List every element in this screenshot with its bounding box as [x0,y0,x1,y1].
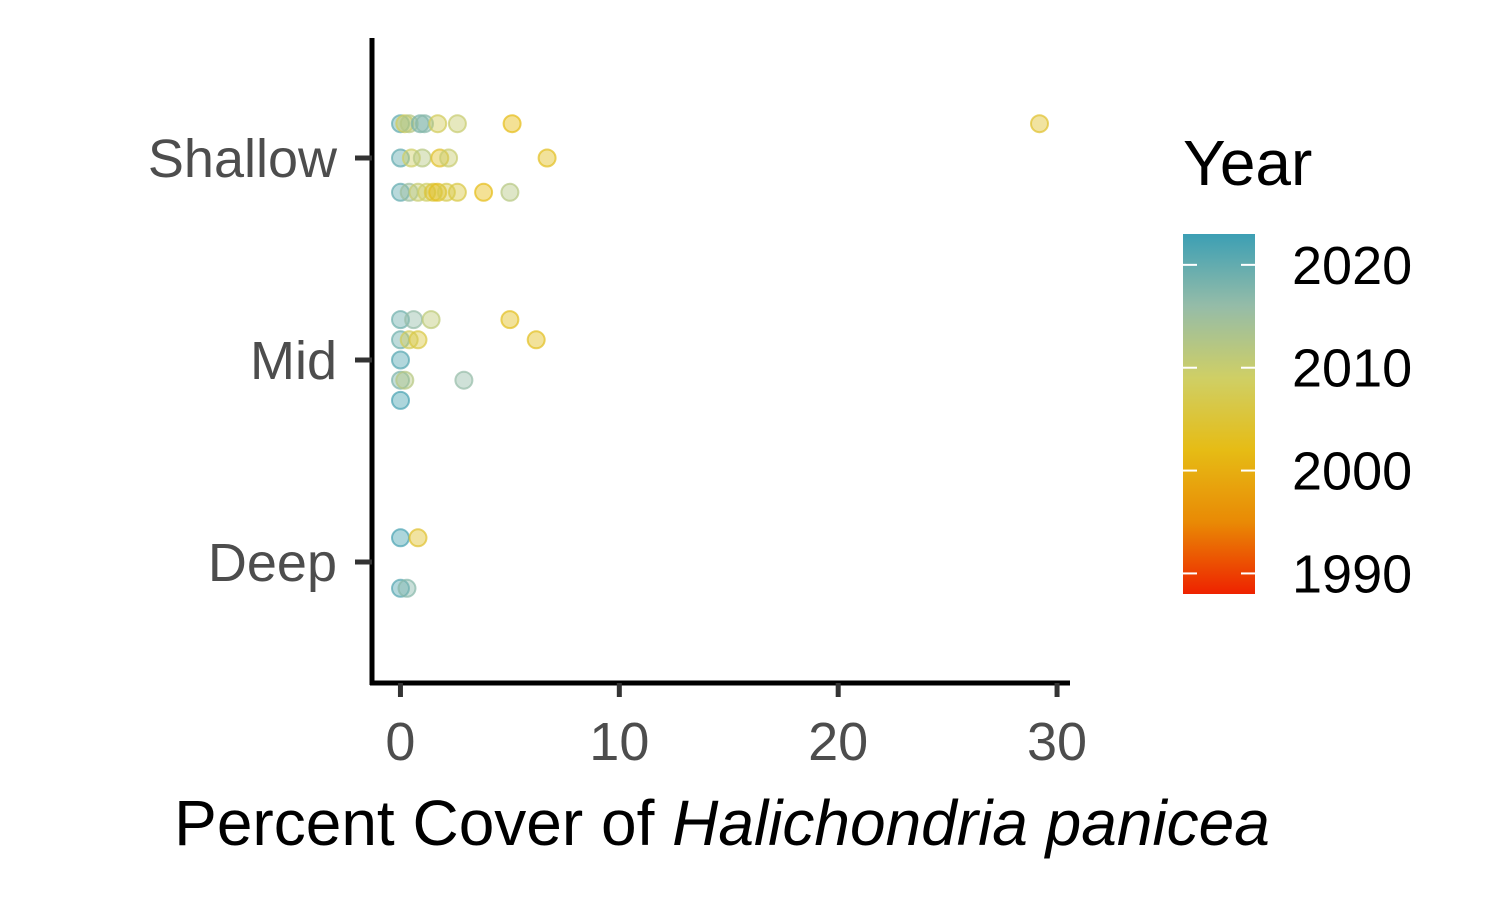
data-point [412,148,432,168]
x-tick-label: 10 [589,712,649,772]
x-axis-title-plain: Percent Cover of [174,787,672,859]
colorbar-breaks: 1990 2000 2010 2020 [1183,236,1412,604]
data-point [537,148,557,168]
data-point [502,114,522,134]
data-point [408,528,428,548]
data-point [391,528,410,548]
data-point [474,182,494,202]
data-point [415,114,434,134]
data-point [447,114,467,134]
x-axis-ticks: 0 10 20 30 [385,683,1087,772]
legend-title: Year [1183,127,1312,199]
data-point [500,182,520,202]
data-point [428,114,448,134]
y-axis-ticks: Deep Mid Shallow [148,129,372,593]
data-point [423,182,443,202]
colorbar-label: 2000 [1292,442,1412,502]
x-axis-title-species: Halichondria panicea [672,787,1270,859]
data-point [391,370,410,390]
data-point [395,370,415,390]
colorbar [1183,234,1255,594]
data-point [397,578,417,598]
data-point [1030,114,1049,134]
data-points [391,114,1049,598]
data-point [439,148,459,168]
data-point [395,114,415,134]
y-tick-label: Deep [208,533,337,593]
data-point [391,310,410,330]
data-point [391,578,410,598]
colorbar-label: 1990 [1292,544,1412,604]
colorbar-label: 2010 [1292,339,1412,399]
data-point [404,310,424,330]
data-point [526,330,546,350]
x-tick-label: 0 [385,712,415,772]
data-point [454,370,474,390]
y-tick-label: Mid [250,331,337,391]
x-tick-label: 30 [1027,712,1087,772]
y-tick-label: Shallow [148,129,338,189]
x-axis-title: Percent Cover of Halichondria panicea [174,787,1270,859]
x-tick-label: 20 [808,712,868,772]
data-point [391,350,410,370]
year-colorbar-legend: Year 1990 2000 2010 2020 [1183,127,1412,604]
data-point [500,310,520,330]
data-point [408,330,428,350]
data-point [391,390,410,410]
data-point [447,182,467,202]
colorbar-label: 2020 [1292,236,1412,296]
data-point [421,310,441,330]
